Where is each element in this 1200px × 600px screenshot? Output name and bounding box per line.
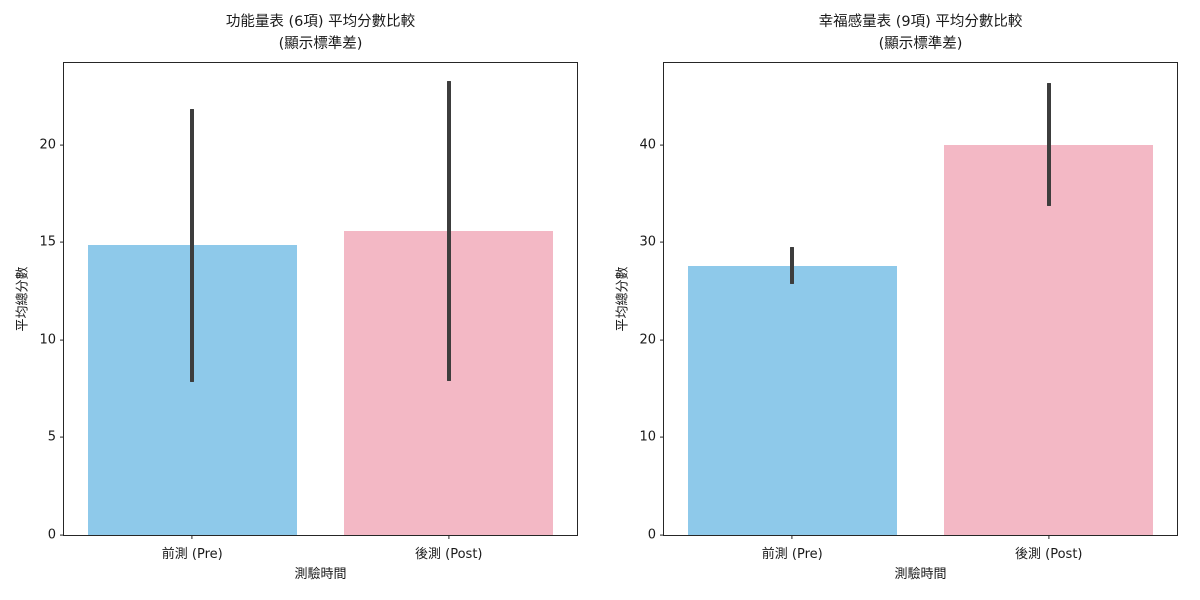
y-tick-mark: [60, 534, 64, 536]
bar-pre: [687, 265, 897, 535]
x-tick-mark: [791, 535, 793, 539]
y-tick-label: 10: [39, 332, 56, 348]
y-tick-label: 20: [39, 137, 56, 153]
y-axis-label: 平均總分數: [15, 266, 31, 332]
x-axis-label: 測驗時間: [294, 567, 347, 582]
error-bar: [1046, 83, 1051, 207]
y-tick-mark: [60, 144, 64, 146]
y-tick-mark: [660, 339, 664, 341]
y-tick-label: 0: [47, 527, 56, 543]
x-tick-label: 前測 (Pre): [761, 547, 823, 562]
y-tick-label: 40: [639, 137, 656, 153]
chart-title: 功能量表 (6項) 平均分數比較: [225, 14, 416, 30]
y-tick-label: 0: [647, 527, 656, 543]
y-tick-label: 15: [39, 234, 56, 250]
y-axis-label: 平均總分數: [615, 266, 631, 332]
y-tick-label: 20: [639, 332, 656, 348]
x-tick-mark: [191, 535, 193, 539]
x-tick-mark: [1048, 535, 1050, 539]
plot-area: 0 5 10 15 20 前測 (Pre) 後測 (Post): [39, 62, 578, 562]
chart-subtitle: (顯示標準差): [878, 35, 963, 52]
x-tick-mark: [448, 535, 450, 539]
error-bar: [446, 80, 451, 381]
y-tick-mark: [60, 241, 64, 244]
plot-area: 0 10 20 30 40 前測 (Pre) 後測 (Post): [639, 62, 1178, 562]
x-tick-label: 後測 (Post): [415, 547, 483, 562]
chart-wellbeing-scale: 幸福感量表 (9項) 平均分數比較 (顯示標準差) 平均總分數 0 10 20 30 4…: [600, 0, 1200, 600]
y-tick-mark: [60, 339, 64, 341]
x-tick-label: 後測 (Post): [1015, 547, 1083, 562]
x-tick-label: 前測 (Pre): [161, 547, 223, 562]
chart-title: 幸福感量表 (9項) 平均分數比較: [818, 14, 1023, 30]
y-tick-mark: [660, 144, 664, 146]
y-tick-mark: [60, 436, 64, 439]
y-tick-label: 10: [639, 429, 656, 445]
chart-subtitle: (顯示標準差): [278, 35, 363, 52]
error-bar: [190, 108, 195, 382]
y-tick-label: 5: [47, 429, 56, 445]
y-tick-mark: [660, 534, 664, 536]
chart-functional-scale: 功能量表 (6項) 平均分數比較 (顯示標準差) 平均總分數 0 5 10 15 20 前…: [15, 12, 578, 582]
error-bar: [790, 247, 795, 285]
y-tick-mark: [660, 436, 664, 439]
chart-title-block: 幸福感量表 (9項) 平均分數比較 (顯示標準差): [663, 12, 1178, 56]
bar-post: [944, 144, 1154, 535]
x-axis-label: 測驗時間: [894, 567, 947, 582]
y-tick-mark: [660, 241, 664, 244]
y-tick-label: 30: [639, 234, 656, 250]
chart-title-block: 功能量表 (6項) 平均分數比較 (顯示標準差): [63, 12, 578, 56]
